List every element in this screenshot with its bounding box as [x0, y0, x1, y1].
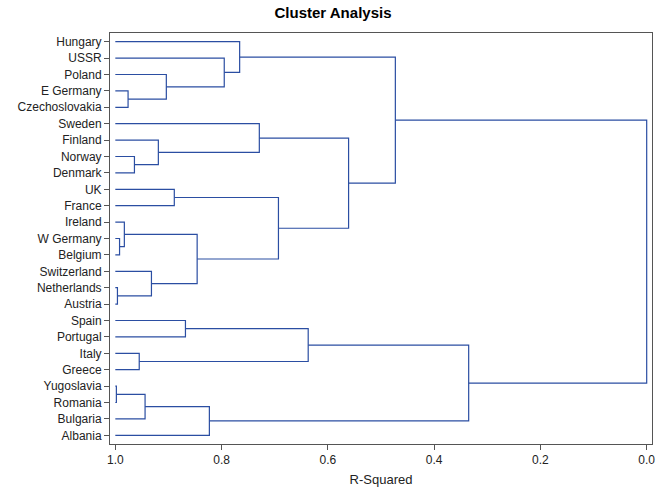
svg-text:W Germany: W Germany	[38, 232, 102, 246]
svg-text:R-Squared: R-Squared	[350, 472, 413, 487]
svg-text:0.2: 0.2	[532, 453, 549, 467]
svg-text:Norway: Norway	[61, 150, 102, 164]
svg-text:Yugoslavia: Yugoslavia	[44, 379, 102, 393]
svg-text:Hungary: Hungary	[56, 35, 101, 49]
svg-text:Greece: Greece	[62, 363, 102, 377]
svg-text:Poland: Poland	[64, 68, 101, 82]
svg-text:France: France	[64, 199, 102, 213]
svg-text:USSR: USSR	[68, 51, 102, 65]
svg-text:Ireland: Ireland	[65, 215, 102, 229]
svg-text:Portugal: Portugal	[57, 330, 102, 344]
svg-text:1.0: 1.0	[107, 453, 124, 467]
svg-text:Albania: Albania	[62, 429, 102, 443]
svg-text:Bulgaria: Bulgaria	[58, 412, 102, 426]
svg-text:UK: UK	[85, 183, 102, 197]
svg-text:0.6: 0.6	[320, 453, 337, 467]
svg-text:Belgium: Belgium	[58, 248, 101, 262]
svg-text:Cluster Analysis: Cluster Analysis	[275, 4, 392, 21]
svg-text:0.0: 0.0	[638, 453, 655, 467]
svg-text:0.4: 0.4	[426, 453, 443, 467]
svg-text:Sweden: Sweden	[58, 117, 101, 131]
svg-text:0.8: 0.8	[213, 453, 230, 467]
svg-text:Italy: Italy	[80, 347, 102, 361]
svg-text:Switzerland: Switzerland	[40, 265, 102, 279]
svg-text:Denmark: Denmark	[53, 166, 103, 180]
svg-text:Romania: Romania	[54, 396, 102, 410]
svg-text:Spain: Spain	[71, 314, 102, 328]
svg-text:Finland: Finland	[62, 133, 101, 147]
svg-text:E Germany: E Germany	[41, 84, 102, 98]
svg-text:Netherlands: Netherlands	[37, 281, 102, 295]
svg-text:Czechoslovakia: Czechoslovakia	[18, 100, 102, 114]
svg-text:Austria: Austria	[64, 297, 102, 311]
